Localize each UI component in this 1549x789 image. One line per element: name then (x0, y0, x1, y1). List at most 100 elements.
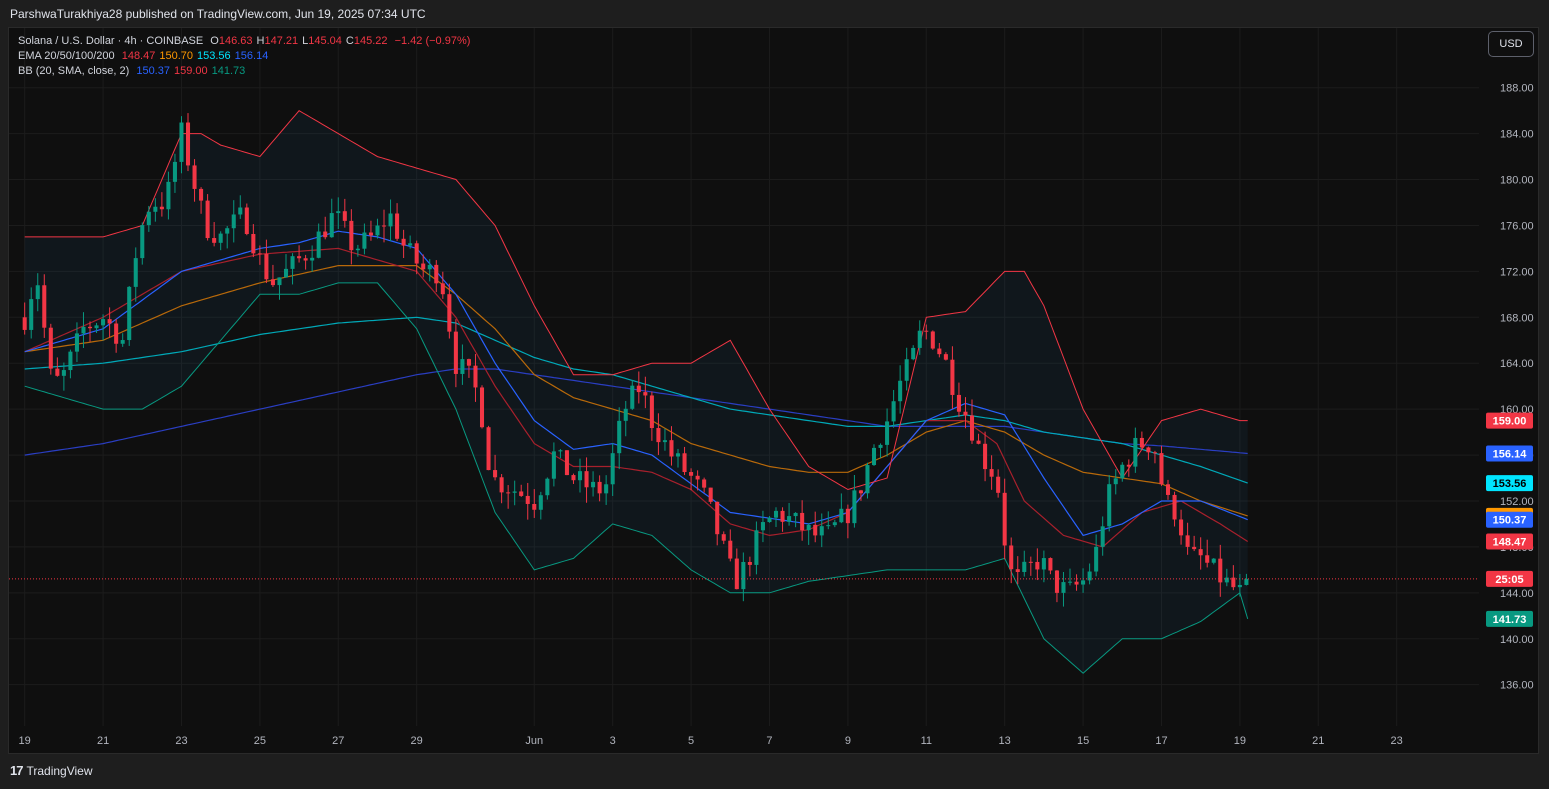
candle-body (342, 211, 347, 221)
price-badge: 25:05 (1486, 570, 1533, 587)
candle-body (395, 213, 400, 239)
candle-body (185, 122, 191, 166)
chart-frame[interactable] (8, 27, 1539, 754)
candle-body (623, 408, 628, 421)
price-badge: 150.37 (1486, 511, 1533, 528)
brand-name: TradingView (26, 763, 93, 778)
currency-button[interactable]: USD (1488, 31, 1534, 57)
candle-body (734, 558, 739, 590)
candle-body (460, 359, 465, 374)
x-axis-tick-label: 25 (254, 735, 266, 747)
candle-body (695, 475, 700, 480)
candle-body (486, 427, 491, 471)
candle-body (107, 319, 112, 324)
candle-body (381, 225, 387, 227)
candle-body (819, 526, 824, 536)
legend-ema-label[interactable]: EMA 20/50/100/200 (18, 50, 115, 62)
footer-brand[interactable]: 17 TradingView (10, 763, 93, 778)
y-axis-tick-label: 184.00 (1500, 129, 1534, 141)
candle-body (238, 207, 243, 215)
y-axis-tick-label: 140.00 (1500, 634, 1534, 646)
candle-body (231, 214, 236, 229)
price-badge-label: 141.73 (1493, 614, 1527, 626)
candle-body (519, 491, 524, 496)
price-badge-label: 159.00 (1493, 416, 1527, 428)
candle-body (283, 268, 289, 278)
candle-body (192, 165, 197, 189)
candle-body (956, 394, 961, 412)
candle-body (1022, 561, 1027, 572)
candle-body (244, 207, 249, 234)
x-axis-tick-label: 17 (1155, 735, 1167, 747)
candle-body (1231, 577, 1236, 588)
price-badge: 153.56 (1486, 475, 1533, 492)
candle-body (1146, 447, 1151, 453)
candle-body (408, 243, 413, 246)
candle-body (839, 508, 844, 523)
candle-body (793, 512, 798, 517)
candle-body (336, 211, 341, 214)
candle-body (806, 524, 811, 531)
legend-symbol-row: Solana / U.S. Dollar · 4h · COINBASE O14… (18, 34, 474, 49)
ema-50-line (24, 265, 1248, 517)
legend-bb-value: 150.37 (136, 65, 170, 77)
price-badge-label: 156.14 (1493, 448, 1528, 460)
candle-body (845, 508, 850, 524)
candle-body (878, 444, 883, 448)
legend-symbol[interactable]: Solana / U.S. Dollar · 4h · COINBASE (18, 35, 204, 47)
price-badge: 156.14 (1486, 445, 1533, 462)
candle-body (114, 323, 119, 344)
price-badge-bg (1486, 511, 1533, 528)
y-axis-tick-label: 176.00 (1500, 220, 1534, 232)
candle-body (251, 233, 256, 254)
candle-body (225, 228, 230, 234)
candle-body (930, 331, 935, 349)
publisher-line: ParshwaTurakhiya28 published on TradingV… (10, 7, 426, 21)
candle-body (1087, 571, 1092, 581)
candle-body (68, 351, 73, 371)
candle-body (584, 471, 589, 488)
candle-body (42, 285, 47, 328)
legend-ohlc-value: 147.21 (264, 35, 299, 47)
ema-20-line (24, 247, 1249, 548)
candle-body (368, 232, 373, 236)
candle-body (1035, 561, 1040, 570)
legend-ema-value: 148.47 (121, 50, 156, 62)
legend-bb-values: 150.37 159.00 141.73 (136, 65, 249, 77)
x-axis-tick-label: 27 (332, 735, 344, 747)
candle-body (558, 450, 563, 452)
candle-body (1218, 558, 1223, 583)
candle-body (74, 333, 79, 352)
candle-body (199, 188, 204, 201)
bollinger-band-fill (24, 110, 1248, 674)
legend-ohlc-key: C (345, 35, 354, 47)
legend-ohlc-key: L (302, 35, 309, 47)
legend-ohlc-value: 145.04 (308, 35, 342, 47)
candle-body (277, 277, 282, 286)
candle-body (362, 232, 367, 249)
candle-body (826, 525, 831, 527)
x-axis-tick-label: Jun (525, 735, 543, 747)
candle-body (656, 428, 661, 443)
candle-body (983, 443, 988, 470)
legend-ema-value: 153.56 (197, 50, 231, 62)
x-axis-tick-label: 21 (1312, 735, 1324, 747)
candle-body (813, 524, 818, 536)
candle-body (133, 258, 138, 287)
candle-body (512, 491, 517, 493)
candle-body (1237, 584, 1242, 588)
legend-bb-label[interactable]: BB (20, SMA, close, 2) (18, 65, 130, 77)
candle-body (617, 420, 622, 454)
candle-body (682, 453, 687, 473)
candle-body (101, 319, 106, 326)
legend-ohlc: O146.63 H147.21 L145.04 C145.22 (210, 35, 391, 47)
candle-body (355, 248, 360, 251)
candle-body (1192, 546, 1197, 550)
x-axis-tick-label: 23 (175, 735, 187, 747)
price-badge: 148.47 (1486, 533, 1533, 550)
legend-ema-value: 156.14 (234, 50, 269, 62)
candle-body (702, 479, 707, 488)
legend-bb-row: BB (20, SMA, close, 2) 150.37 159.00 141.7… (18, 64, 474, 79)
candle-body (1094, 546, 1099, 572)
